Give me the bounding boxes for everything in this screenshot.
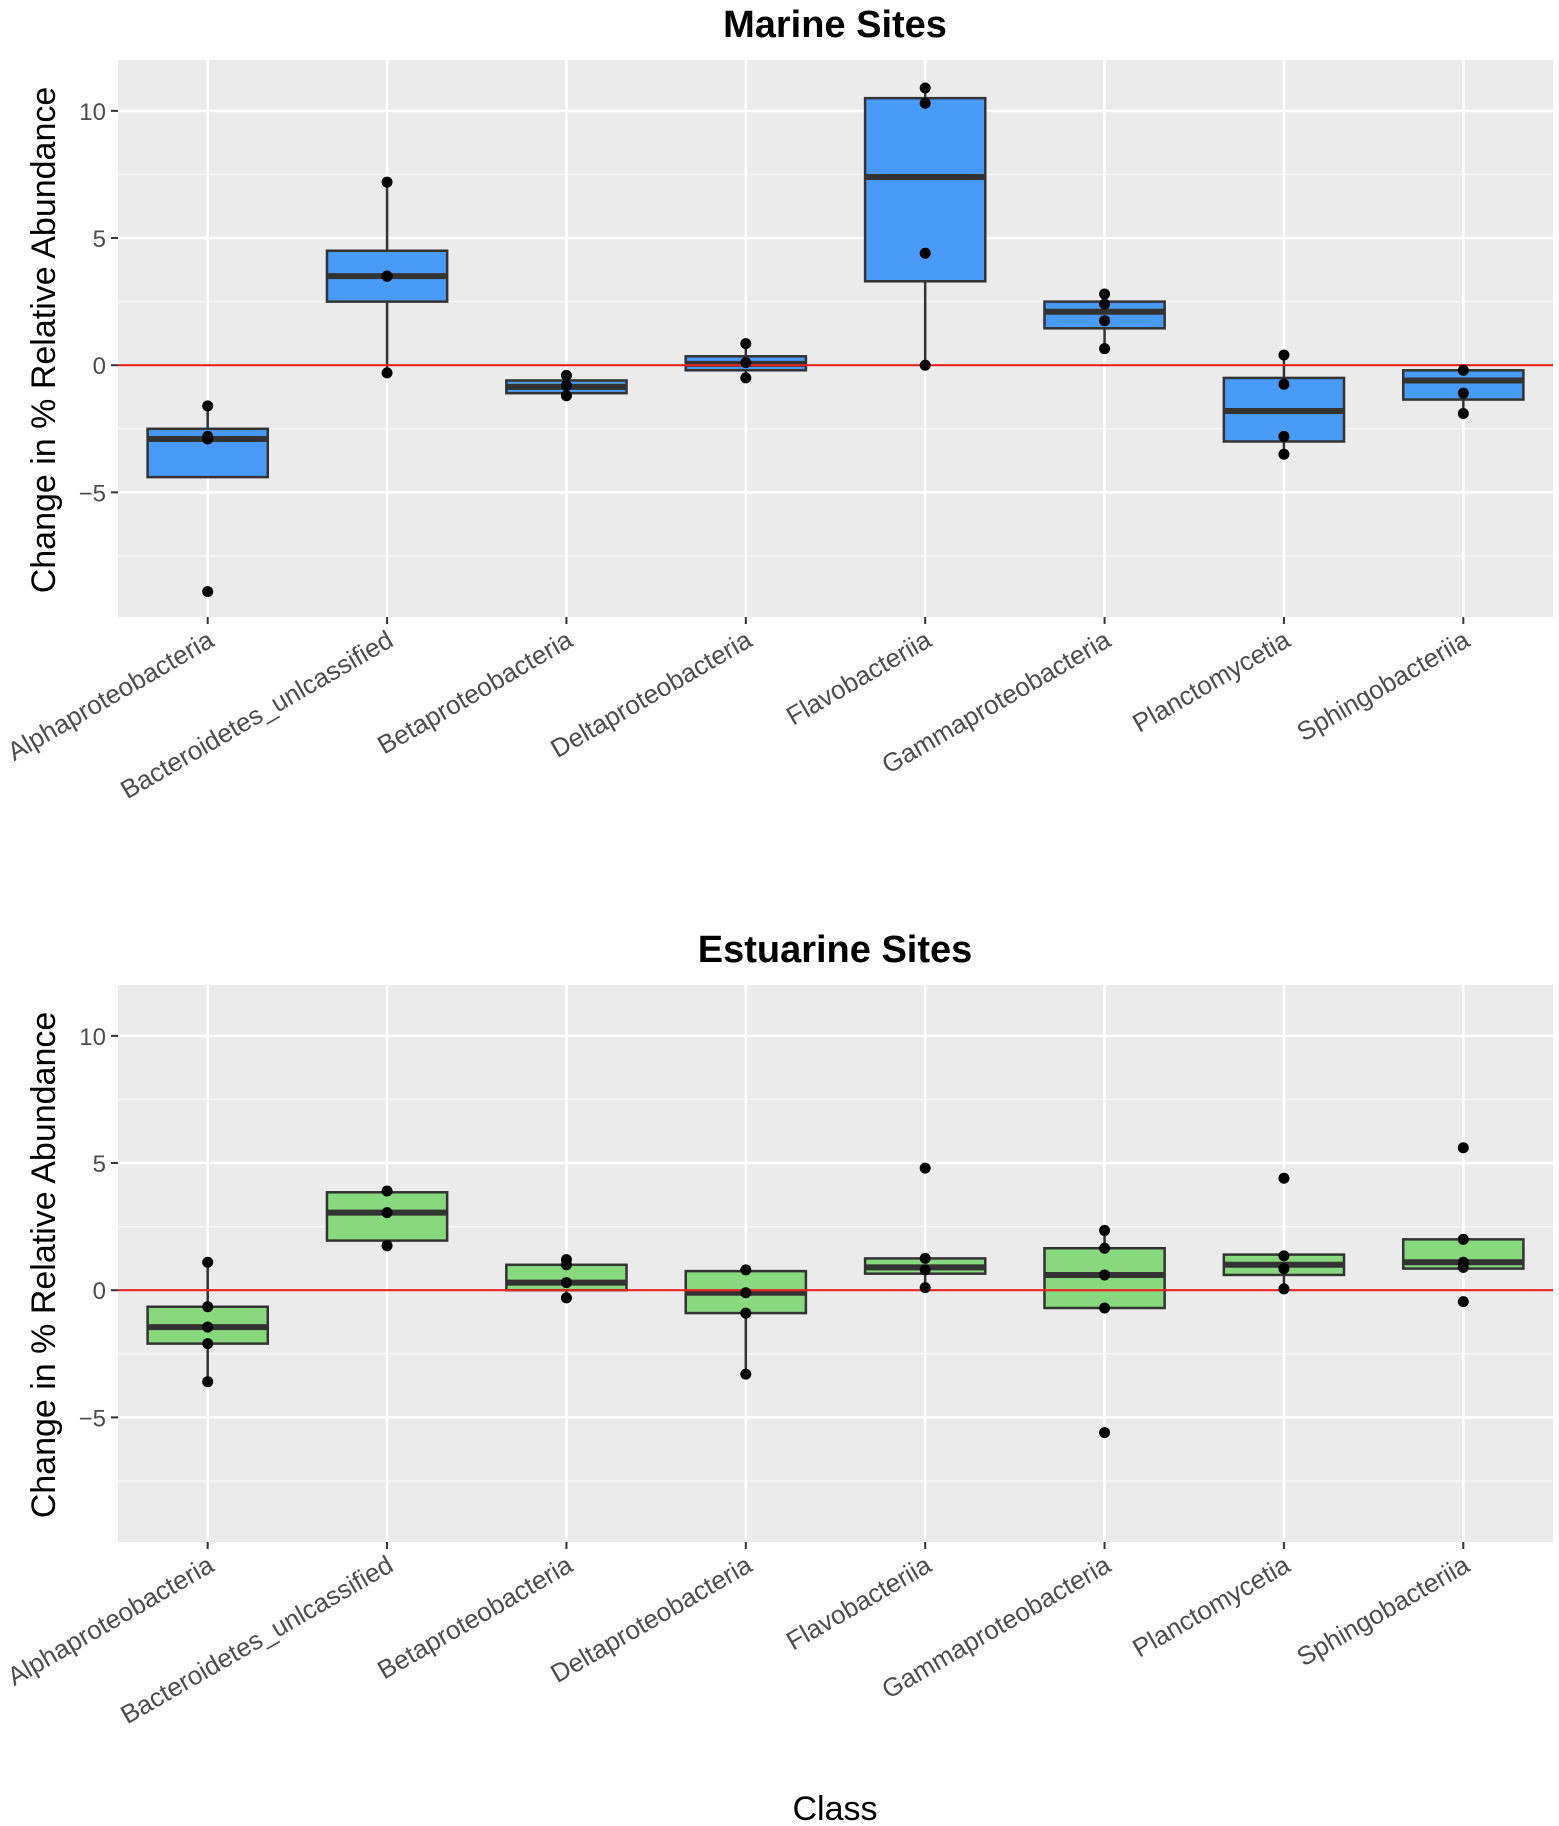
data-point	[1099, 288, 1111, 300]
data-point	[740, 1287, 752, 1299]
data-point	[202, 1256, 214, 1268]
x-tick-label: Deltaproteobacteria	[545, 1549, 757, 1689]
data-point	[381, 367, 393, 379]
data-point	[202, 400, 214, 412]
x-axis-label: Class	[792, 1790, 877, 1826]
y-tick-label: 10	[79, 99, 106, 126]
data-point	[740, 1368, 752, 1380]
box-bacteroidetes-unlcassified	[325, 1191, 449, 1246]
data-point	[560, 1259, 572, 1271]
x-tick-label: Flavobacteriia	[781, 624, 937, 731]
data-point	[1278, 378, 1290, 390]
data-point	[381, 1240, 393, 1252]
x-tick-label: Flavobacteriia	[781, 1549, 937, 1656]
data-point	[1278, 1172, 1290, 1184]
chart-title: Estuarine Sites	[698, 929, 973, 971]
data-point	[1457, 364, 1469, 376]
data-point	[919, 1282, 931, 1294]
data-point	[560, 1277, 572, 1289]
data-point	[1099, 298, 1111, 310]
data-point	[381, 270, 393, 282]
data-point	[1099, 1302, 1111, 1314]
data-point	[740, 372, 752, 384]
y-tick-label: 5	[93, 1151, 106, 1178]
data-point	[919, 1264, 931, 1276]
data-point	[202, 1376, 214, 1388]
plot-background	[118, 60, 1553, 617]
data-point	[1278, 349, 1290, 361]
data-point	[202, 1321, 214, 1333]
x-tick-label: Sphingobacteriia	[1292, 1549, 1475, 1672]
data-point	[740, 1307, 752, 1319]
data-point	[560, 380, 572, 392]
data-point	[1099, 1427, 1111, 1439]
data-point	[1457, 1261, 1469, 1273]
plot-area: −50510AlphaproteobacteriaBacteroidetes_u…	[2, 985, 1553, 1730]
y-axis-label: Change in % Relative Abundance	[25, 1012, 63, 1519]
x-tick-label: Planctomycetia	[1127, 624, 1295, 738]
y-axis-label: Change in % Relative Abundance	[25, 87, 63, 594]
data-point	[1457, 1233, 1469, 1245]
data-point	[1099, 315, 1111, 327]
data-point	[381, 1185, 393, 1197]
data-point	[560, 390, 572, 402]
data-point	[1278, 430, 1290, 442]
data-point	[202, 586, 214, 598]
data-point	[560, 1292, 572, 1304]
plot-area: −50510AlphaproteobacteriaBacteroidetes_u…	[2, 60, 1553, 805]
data-point	[919, 82, 931, 94]
data-point	[919, 1252, 931, 1264]
data-point	[1278, 1283, 1290, 1295]
data-point	[1278, 448, 1290, 460]
estuarine-panel: Estuarine Sites Change in % Relative Abu…	[2, 929, 1553, 1826]
x-tick-label: Planctomycetia	[1127, 1549, 1295, 1663]
box-alphaproteobacteria	[146, 405, 270, 479]
data-point	[1278, 1250, 1290, 1262]
chart-title: Marine Sites	[723, 4, 947, 46]
data-point	[202, 433, 214, 445]
y-tick-label: 5	[93, 226, 106, 253]
x-tick-label: Sphingobacteriia	[1292, 624, 1475, 747]
data-point	[919, 247, 931, 259]
data-point	[1457, 408, 1469, 420]
data-point	[381, 176, 393, 188]
data-point	[381, 1207, 393, 1219]
data-point	[1099, 1224, 1111, 1236]
y-tick-label: −5	[79, 480, 106, 507]
y-tick-label: 0	[93, 1278, 106, 1305]
data-point	[1457, 1142, 1469, 1154]
data-point	[740, 357, 752, 369]
box-bacteroidetes-unlcassified	[325, 182, 449, 373]
data-point	[919, 359, 931, 371]
data-point	[1099, 1269, 1111, 1281]
data-point	[202, 1338, 214, 1350]
data-point	[740, 338, 752, 350]
data-point	[740, 1264, 752, 1276]
y-tick-label: −5	[79, 1405, 106, 1432]
marine-panel: Marine Sites Change in % Relative Abunda…	[2, 4, 1553, 805]
x-tick-label: Deltaproteobacteria	[545, 624, 757, 764]
y-tick-label: 0	[93, 353, 106, 380]
data-point	[1457, 1296, 1469, 1308]
data-point	[1099, 1242, 1111, 1254]
data-point	[1278, 1263, 1290, 1275]
data-point	[919, 1162, 931, 1174]
data-point	[202, 1301, 214, 1313]
y-tick-label: 10	[79, 1024, 106, 1051]
data-point	[1099, 343, 1111, 355]
data-point	[560, 369, 572, 381]
data-point	[1457, 387, 1469, 399]
data-point	[919, 97, 931, 109]
